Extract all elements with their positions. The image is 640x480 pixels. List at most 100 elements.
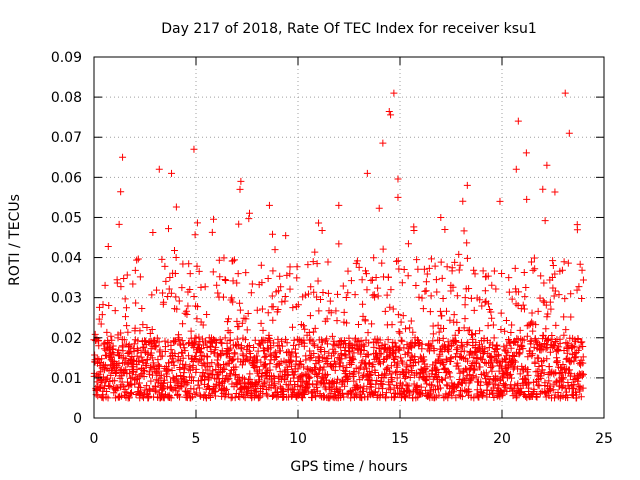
data-point — [97, 320, 105, 328]
data-point — [523, 195, 531, 203]
data-point — [152, 387, 160, 395]
data-point — [317, 343, 325, 351]
y-tick-label: 0.03 — [51, 291, 82, 307]
data-point — [282, 232, 290, 240]
data-point — [168, 169, 176, 177]
data-point — [428, 381, 436, 389]
data-point — [559, 360, 567, 368]
data-point — [380, 370, 388, 378]
data-point — [332, 307, 340, 315]
data-point — [412, 369, 420, 377]
data-point — [109, 342, 117, 350]
data-point — [123, 271, 131, 279]
data-point — [123, 322, 131, 330]
data-point — [234, 270, 242, 278]
data-point — [443, 356, 451, 364]
data-point — [145, 370, 153, 378]
data-point — [515, 288, 523, 296]
data-point — [206, 393, 214, 401]
x-tick-label: 5 — [192, 431, 201, 447]
data-point — [232, 363, 240, 371]
data-point — [520, 336, 528, 344]
data-point — [566, 358, 574, 366]
data-point — [244, 390, 252, 398]
data-point — [399, 312, 407, 320]
data-point — [505, 274, 513, 282]
data-point — [161, 337, 169, 345]
data-point — [133, 352, 141, 360]
data-point — [231, 350, 239, 358]
data-point — [395, 328, 403, 336]
data-point — [350, 377, 358, 385]
data-point — [450, 311, 458, 319]
data-point — [229, 277, 237, 285]
data-point — [272, 353, 280, 361]
data-point — [528, 318, 536, 326]
data-point — [578, 372, 586, 380]
data-point — [419, 305, 427, 313]
data-point — [216, 335, 224, 343]
data-point — [208, 228, 216, 236]
data-point — [320, 392, 328, 400]
data-point — [381, 307, 389, 315]
data-point — [383, 291, 391, 299]
data-point — [537, 346, 545, 354]
data-point — [508, 321, 516, 329]
data-point — [523, 322, 531, 330]
data-point — [549, 262, 557, 270]
data-point — [524, 366, 532, 374]
data-point — [359, 300, 367, 308]
data-point — [484, 322, 492, 330]
data-point — [302, 356, 310, 364]
data-point — [182, 378, 190, 386]
data-point — [455, 326, 463, 334]
data-point — [444, 346, 452, 354]
data-point — [482, 369, 490, 377]
data-point — [296, 357, 304, 365]
data-point — [469, 372, 477, 380]
data-point — [418, 340, 426, 348]
data-point — [313, 293, 321, 301]
data-point — [415, 358, 423, 366]
data-point — [156, 346, 164, 354]
data-point — [370, 343, 378, 351]
data-point — [342, 293, 350, 301]
data-point — [463, 340, 471, 348]
data-point — [340, 336, 348, 344]
data-point — [213, 281, 221, 289]
data-point — [165, 365, 173, 373]
data-point — [535, 354, 543, 362]
data-point — [549, 386, 557, 394]
data-point — [185, 366, 193, 374]
x-tick-label: 25 — [595, 431, 613, 447]
data-point — [148, 371, 156, 379]
data-point — [388, 378, 396, 386]
data-point — [333, 317, 341, 325]
data-point — [300, 322, 308, 330]
data-point — [118, 392, 126, 400]
data-point — [310, 341, 318, 349]
data-point — [382, 389, 390, 397]
data-point — [567, 370, 575, 378]
data-point — [521, 293, 529, 301]
data-point — [533, 393, 541, 401]
data-point — [394, 257, 402, 265]
data-point — [341, 382, 349, 390]
data-point — [422, 278, 430, 286]
data-point — [336, 337, 344, 345]
data-point — [394, 175, 402, 183]
data-point — [147, 349, 155, 357]
data-point — [542, 393, 550, 401]
data-point — [553, 377, 561, 385]
data-point — [267, 344, 275, 352]
data-point — [155, 338, 163, 346]
data-point — [418, 294, 426, 302]
data-point — [412, 359, 420, 367]
data-point — [440, 325, 448, 333]
data-point — [489, 362, 497, 370]
data-point — [323, 371, 331, 379]
data-point — [290, 341, 298, 349]
data-point — [560, 258, 568, 266]
data-point — [576, 260, 584, 268]
data-point — [244, 309, 252, 317]
